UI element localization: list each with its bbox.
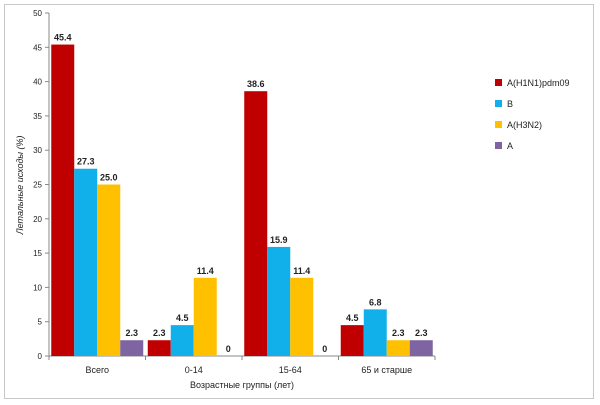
legend-label: A(H3N2) — [507, 120, 542, 130]
bar — [290, 277, 314, 356]
y-tick-label: 15 — [33, 249, 42, 258]
y-axis-ticks: 0 5 10 15 20 25 30 35 40 45 50 — [33, 9, 49, 361]
bar — [120, 340, 144, 356]
category-labels: Всего 0-14 15-64 65 и старше — [48, 356, 436, 375]
y-tick-label: 35 — [33, 112, 42, 121]
legend: A(H1N1)pdm09 B A(H3N2) A — [495, 78, 570, 151]
data-label: 0 — [322, 344, 327, 354]
y-tick-label: 5 — [38, 318, 43, 327]
bar — [170, 325, 194, 356]
legend-swatch — [495, 79, 502, 86]
y-tick-label: 25 — [33, 181, 42, 190]
y-tick-label: 45 — [33, 43, 42, 52]
data-label: 38.6 — [247, 79, 265, 89]
legend-swatch — [495, 142, 502, 149]
data-label: 27.3 — [77, 157, 95, 167]
legend-label: A(H1N1)pdm09 — [507, 78, 570, 88]
data-label: 25.0 — [100, 173, 118, 183]
bar — [51, 44, 75, 356]
legend-label: B — [507, 99, 513, 109]
bar — [267, 246, 291, 356]
data-label: 6.8 — [369, 297, 382, 307]
data-label: 0 — [226, 344, 231, 354]
bar — [340, 325, 364, 356]
data-label: 15.9 — [270, 235, 288, 245]
data-label: 2.3 — [153, 328, 166, 338]
data-label: 2.3 — [125, 328, 138, 338]
y-tick-label: 50 — [33, 9, 42, 18]
bar — [97, 184, 121, 356]
category-label: 15-64 — [279, 365, 302, 375]
data-label: 2.3 — [392, 328, 405, 338]
bar — [244, 91, 268, 356]
bar — [74, 168, 98, 356]
y-tick-label: 20 — [33, 215, 42, 224]
data-label: 11.4 — [293, 266, 310, 276]
y-axis-title: Летальные исходы (%) — [15, 135, 25, 235]
y-tick-label: 0 — [38, 352, 43, 361]
legend-label: A — [507, 141, 513, 151]
y-tick-label: 40 — [33, 78, 42, 87]
bar — [363, 309, 387, 356]
data-label: 11.4 — [197, 266, 214, 276]
data-label: 4.5 — [176, 313, 189, 323]
legend-swatch — [495, 100, 502, 107]
y-tick-label: 10 — [33, 283, 42, 292]
chart-frame: Летальные исходы (%) Возрастные группы (… — [4, 4, 594, 399]
data-label: 45.4 — [54, 33, 72, 43]
data-label: 4.5 — [346, 313, 359, 323]
x-axis-title: Возрастные группы (лет) — [190, 380, 294, 390]
bar — [386, 340, 410, 356]
bars-group: 45.4 27.3 25.0 2.3 2.3 4.5 11.4 0 38.6 15.9 11.4 0 4… — [51, 33, 433, 356]
data-label: 2.3 — [415, 328, 428, 338]
category-label: 0-14 — [185, 365, 203, 375]
y-tick-label: 30 — [33, 146, 42, 155]
category-label: 65 и старше — [361, 365, 412, 375]
bar — [193, 277, 217, 356]
bar — [147, 340, 171, 356]
bar-chart: Летальные исходы (%) Возрастные группы (… — [15, 9, 570, 390]
legend-swatch — [495, 121, 502, 128]
category-label: Всего — [85, 365, 109, 375]
bar — [409, 340, 433, 356]
